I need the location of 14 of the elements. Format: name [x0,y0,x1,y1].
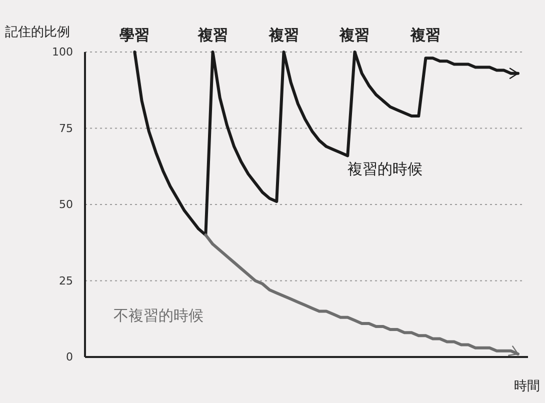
text: 不複習的時候 [113,306,204,324]
y-tick-label: 25 [59,274,73,288]
series-label: 複習的時候 [348,160,423,178]
text: 複習 [338,26,370,44]
y-tick-label: 50 [59,198,73,212]
text: 複習 [196,26,228,44]
y-tick-label: 75 [59,122,73,135]
y-tick-label: 0 [66,350,73,364]
x-axis-title: 時間 [514,379,540,394]
text: 複習 [268,26,299,44]
text: 學習 [120,26,150,44]
y-axis-title: 記住的比例 [5,25,70,40]
y-tick-label: 100 [52,46,73,59]
text: 複習 [410,26,441,44]
